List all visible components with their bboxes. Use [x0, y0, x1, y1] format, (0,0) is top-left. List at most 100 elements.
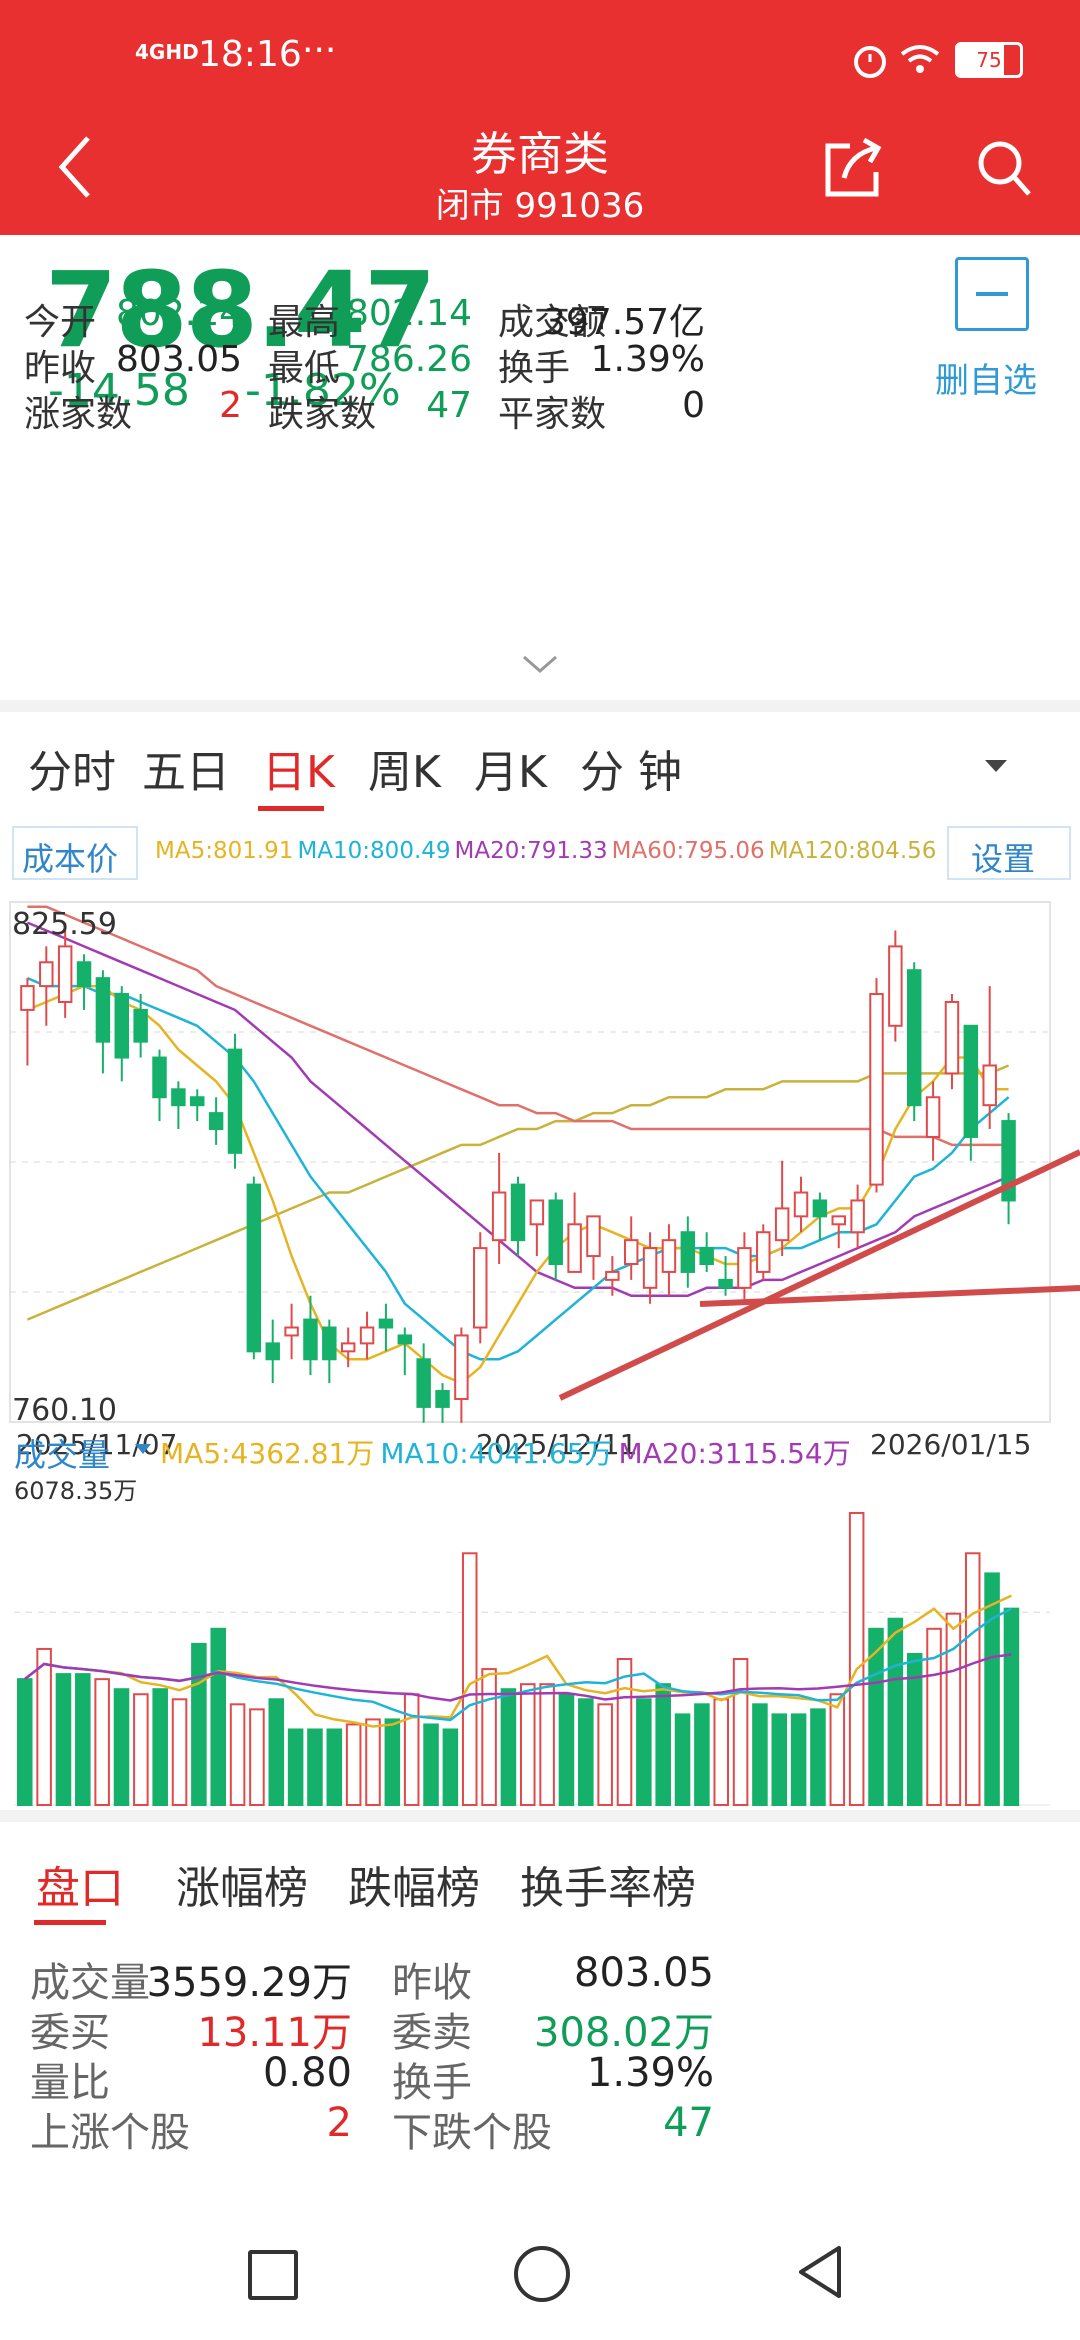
candle — [680, 1216, 696, 1288]
share-icon[interactable] — [820, 132, 884, 202]
candle — [548, 1192, 563, 1280]
stat-value: 802.14 — [346, 293, 472, 334]
price-change-pct: -1.82% — [245, 365, 401, 416]
volume-bar — [287, 1728, 304, 1806]
tab-period[interactable]: 月K — [474, 747, 547, 798]
tab-period[interactable]: 分时 — [28, 747, 116, 798]
volume-bar — [94, 1678, 110, 1806]
stat-value: 786.26 — [346, 339, 472, 380]
volume-bar — [674, 1713, 691, 1806]
tab-period[interactable]: 周K — [368, 747, 441, 798]
stat-label: 昨收 — [24, 348, 97, 389]
volume-ma5-line — [24, 1594, 1012, 1728]
volume-label[interactable]: 成交量 — [14, 1436, 111, 1474]
detail-stat-value: 2 — [326, 2100, 352, 2146]
volume-ma-legend-item: MA10:4041.65万 — [380, 1437, 613, 1470]
battery-level: 75 — [976, 48, 1002, 72]
battery-icon: 75 — [955, 42, 1023, 78]
volume-bar — [365, 1718, 381, 1806]
tab-active-underline — [258, 806, 324, 811]
home-button[interactable] — [514, 2246, 570, 2302]
tab-period[interactable]: 五日 — [142, 747, 230, 798]
volume-ma-legend-item: MA20:3115.54万 — [618, 1437, 851, 1470]
candle — [567, 1192, 582, 1273]
detail-tab[interactable]: 换手率榜 — [520, 1863, 696, 1914]
detail-stat-value: 0.80 — [262, 2050, 352, 2096]
detail-stat-label: 下跌个股 — [392, 2110, 552, 2156]
recents-button[interactable] — [248, 2250, 298, 2300]
ma-legend-item: MA60:795.06 — [611, 838, 765, 864]
volume-bar — [481, 1668, 497, 1806]
candle — [76, 954, 92, 1010]
detail-stat-label: 委卖 — [392, 2010, 472, 2056]
tab-period[interactable]: 日K — [262, 747, 335, 798]
candle — [699, 1232, 714, 1272]
network-indicator: 4GHD — [135, 40, 199, 64]
candle — [963, 1024, 979, 1161]
volume-bar — [926, 1627, 942, 1806]
volume-bar — [229, 1703, 246, 1806]
candle — [737, 1232, 752, 1304]
volume-chart[interactable]: 6078.35万 — [0, 1475, 1080, 1810]
ma60-line — [27, 905, 1009, 1147]
volume-bar — [790, 1713, 807, 1806]
alarm-icon — [854, 46, 886, 78]
detail-tab[interactable]: 涨幅榜 — [176, 1863, 308, 1914]
kline-low-label: 760.10 — [12, 1393, 117, 1428]
candle — [944, 994, 960, 1090]
tab-period[interactable]: 分 钟 — [580, 747, 682, 798]
trendline-drawing[interactable] — [699, 1285, 1080, 1307]
detail-stat-value: 308.02万 — [534, 2010, 714, 2056]
volume-bar — [829, 1693, 846, 1806]
candle — [888, 930, 903, 1042]
stat-value: 1.39% — [590, 339, 705, 380]
volume-max-label: 6078.35万 — [14, 1477, 137, 1505]
volume-bar — [326, 1728, 343, 1806]
volume-bar — [268, 1698, 285, 1806]
candle — [190, 1089, 205, 1122]
volume-bar — [732, 1658, 749, 1806]
kline-high-label: 825.59 — [12, 907, 117, 942]
detail-stat-label: 换手 — [392, 2060, 472, 2106]
candle — [435, 1383, 450, 1423]
stat-value: 0 — [682, 385, 705, 426]
candle — [473, 1232, 488, 1344]
volume-bar — [694, 1703, 710, 1806]
trendline-drawing[interactable] — [558, 1149, 1080, 1401]
candle — [397, 1327, 413, 1376]
candle — [756, 1224, 771, 1280]
candle — [491, 1152, 507, 1264]
candle — [454, 1327, 469, 1423]
stat-label: 平家数 — [498, 394, 607, 435]
volume-bar — [423, 1723, 439, 1806]
volume-bar — [171, 1698, 188, 1806]
remove-watchlist-label[interactable]: 删自选 — [935, 361, 1037, 401]
date-tick-label: 2026/01/15 — [870, 1428, 1031, 1461]
expand-chevron-icon[interactable] — [520, 653, 560, 677]
candle — [246, 1176, 262, 1360]
settings-button[interactable]: 设置 — [947, 826, 1071, 880]
caret-down-icon[interactable] — [985, 760, 1007, 774]
candle — [831, 1215, 846, 1249]
volume-bar — [403, 1693, 420, 1806]
volume-bar — [75, 1673, 91, 1806]
back-nav-button[interactable] — [795, 2244, 845, 2300]
remove-watchlist-button[interactable] — [955, 257, 1029, 331]
candle — [359, 1311, 375, 1360]
detail-stat-label: 量比 — [30, 2060, 110, 2106]
volume-bar — [133, 1693, 149, 1806]
candle — [95, 970, 111, 1074]
volume-caret-icon[interactable] — [135, 1444, 151, 1456]
candle — [661, 1224, 677, 1296]
search-icon[interactable] — [975, 138, 1035, 202]
detail-tab[interactable]: 跌幅榜 — [348, 1863, 480, 1914]
ma20-line — [26, 921, 1010, 1298]
detail-tab[interactable]: 盘口 — [36, 1863, 124, 1914]
page-title: 券商类 — [471, 127, 609, 181]
back-icon[interactable] — [50, 132, 100, 202]
last-price: 788.47 — [45, 249, 436, 371]
candle — [114, 986, 130, 1082]
volume-bar — [152, 1688, 168, 1807]
cost-price-button[interactable]: 成本价 — [12, 826, 138, 880]
